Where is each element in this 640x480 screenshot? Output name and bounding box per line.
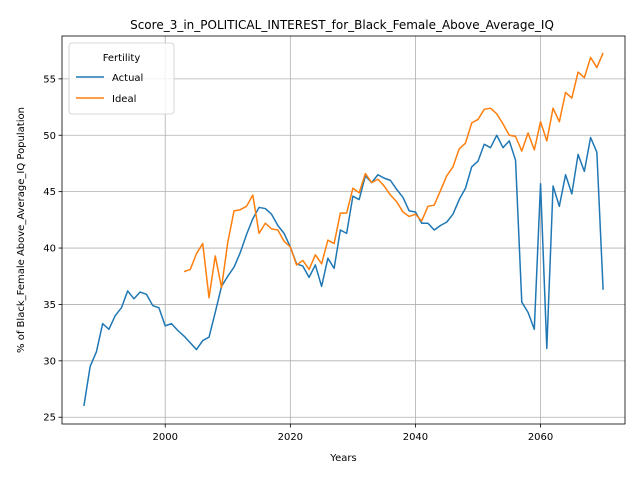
series-lines [83, 52, 604, 407]
legend-label-actual: Actual [112, 73, 143, 84]
y-tick-label: 30 [43, 356, 56, 367]
y-tick-label: 45 [43, 187, 56, 198]
y-tick-label: 35 [43, 300, 56, 311]
chart-title: Score_3_in_POLITICAL_INTEREST_for_Black_… [130, 18, 554, 32]
y-tick-label: 25 [43, 413, 56, 424]
legend-box [68, 42, 175, 115]
y-tick-label: 55 [43, 74, 56, 85]
x-tick-label: 2060 [528, 432, 553, 443]
x-tick-label: 2020 [278, 432, 303, 443]
y-axis-label: % of Black_Female Above_Average_IQ Popul… [16, 107, 27, 353]
x-axis-ticks: 2000 2020 2040 2060 [152, 424, 553, 443]
legend: Fertility Actual Ideal [68, 42, 175, 115]
series-line-ideal [183, 52, 604, 299]
legend-title: Fertility [103, 53, 141, 64]
x-tick-label: 2040 [403, 432, 428, 443]
x-tick-label: 2000 [152, 432, 177, 443]
plot-frame [61, 35, 626, 425]
y-tick-label: 50 [43, 131, 56, 142]
x-axis-label: Years [329, 453, 356, 464]
legend-label-ideal: Ideal [112, 94, 136, 105]
y-tick-label: 40 [43, 244, 56, 255]
series-line-actual [83, 134, 604, 407]
y-axis-ticks: 25 30 35 40 45 50 55 [43, 74, 62, 424]
